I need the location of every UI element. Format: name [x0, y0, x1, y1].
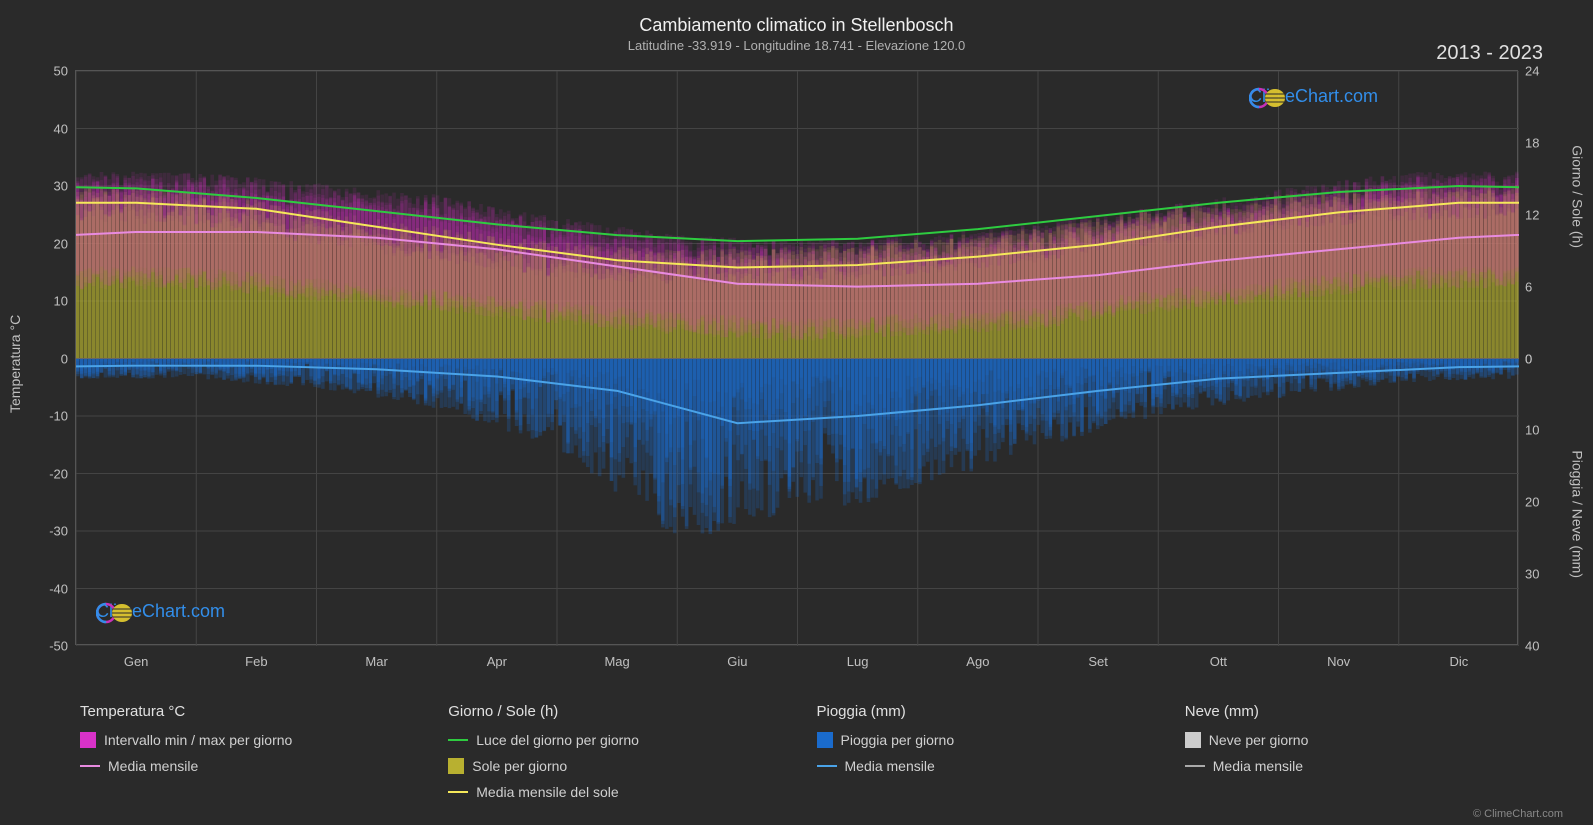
right-y-tick-rain: 40 — [1517, 639, 1539, 654]
right-y-tick-hours: 6 — [1517, 279, 1532, 294]
legend-header-rain: Pioggia (mm) — [817, 703, 1185, 720]
legend-label: Media mensile — [845, 758, 935, 774]
legend-label: Luce del giorno per giorno — [476, 732, 639, 748]
watermark-logo-icon — [1249, 86, 1289, 110]
month-tick: Nov — [1327, 654, 1350, 669]
month-tick: Ott — [1210, 654, 1227, 669]
watermark-logo-icon — [96, 601, 136, 625]
left-y-tick: -50 — [49, 639, 76, 654]
month-tick: Set — [1088, 654, 1108, 669]
month-tick: Mag — [604, 654, 629, 669]
year-range-label: 2013 - 2023 — [1436, 42, 1543, 65]
legend-label: Media mensile del sole — [476, 784, 618, 800]
left-y-tick: 10 — [54, 294, 76, 309]
legend-header-snow: Neve (mm) — [1185, 703, 1553, 720]
daylight-line-icon — [448, 739, 468, 741]
watermark: ClimeChart.com — [1249, 86, 1378, 107]
legend-col-snow: Neve (mm) Neve per giorno Media mensile — [1185, 703, 1553, 810]
legend-item-sun-mean: Media mensile del sole — [448, 784, 816, 800]
legend-label: Neve per giorno — [1209, 732, 1309, 748]
watermark: ClimeChart.com — [96, 601, 225, 622]
legend-item-rain: Pioggia per giorno — [817, 732, 1185, 748]
right-y-tick-hours: 12 — [1517, 207, 1539, 222]
legend-label: Intervallo min / max per giorno — [104, 732, 292, 748]
right-y-tick-rain: 0 — [1517, 351, 1532, 366]
right-y-tick-rain: 20 — [1517, 495, 1539, 510]
legend-item-daylight: Luce del giorno per giorno — [448, 732, 816, 748]
month-tick: Giu — [727, 654, 747, 669]
left-y-tick: 0 — [61, 351, 76, 366]
left-y-axis-label: Temperatura °C — [7, 314, 23, 412]
legend-item-temp-mean: Media mensile — [80, 758, 448, 774]
legend-label: Media mensile — [108, 758, 198, 774]
temp-mean-line-icon — [80, 765, 100, 767]
left-y-tick: -20 — [49, 466, 76, 481]
climate-chart-container: Cambiamento climatico in Stellenbosch La… — [0, 0, 1593, 825]
left-y-tick: 20 — [54, 236, 76, 251]
left-y-tick: 30 — [54, 179, 76, 194]
legend-item-snow-mean: Media mensile — [1185, 758, 1553, 774]
left-y-tick: -30 — [49, 524, 76, 539]
snow-swatch-icon — [1185, 732, 1201, 748]
month-tick: Feb — [245, 654, 267, 669]
sun-swatch-icon — [448, 758, 464, 774]
sun-mean-line-icon — [448, 791, 468, 793]
right-y-axis-bottom-label: Pioggia / Neve (mm) — [1570, 450, 1586, 578]
legend-header-temperature: Temperatura °C — [80, 703, 448, 720]
copyright-text: © ClimeChart.com — [1473, 808, 1563, 820]
chart-plot-area: -50-40-30-20-100102030405006121824010203… — [75, 70, 1518, 645]
left-y-tick: -40 — [49, 581, 76, 596]
legend-item-snow: Neve per giorno — [1185, 732, 1553, 748]
month-tick: Apr — [487, 654, 507, 669]
right-y-tick-rain: 30 — [1517, 567, 1539, 582]
legend: Temperatura °C Intervallo min / max per … — [80, 703, 1553, 810]
temp-range-swatch-icon — [80, 732, 96, 748]
left-y-tick: 40 — [54, 121, 76, 136]
month-tick: Ago — [966, 654, 989, 669]
left-y-tick: 50 — [54, 64, 76, 79]
month-tick: Gen — [124, 654, 149, 669]
snow-mean-line-icon — [1185, 765, 1205, 767]
right-y-tick-hours: 18 — [1517, 135, 1539, 150]
month-tick: Lug — [847, 654, 869, 669]
legend-col-temperature: Temperatura °C Intervallo min / max per … — [80, 703, 448, 810]
legend-header-daylight: Giorno / Sole (h) — [448, 703, 816, 720]
rain-mean-line-icon — [817, 765, 837, 767]
right-y-axis-top-label: Giorno / Sole (h) — [1570, 145, 1586, 248]
legend-col-daylight: Giorno / Sole (h) Luce del giorno per gi… — [448, 703, 816, 810]
chart-subtitle: Latitudine -33.919 - Longitudine 18.741 … — [30, 38, 1563, 53]
legend-label: Pioggia per giorno — [841, 732, 955, 748]
rain-swatch-icon — [817, 732, 833, 748]
month-tick: Mar — [365, 654, 387, 669]
right-y-tick-rain: 10 — [1517, 423, 1539, 438]
legend-col-rain: Pioggia (mm) Pioggia per giorno Media me… — [817, 703, 1185, 810]
legend-label: Media mensile — [1213, 758, 1303, 774]
chart-svg — [76, 71, 1519, 646]
month-tick: Dic — [1449, 654, 1468, 669]
legend-item-temp-range: Intervallo min / max per giorno — [80, 732, 448, 748]
legend-item-rain-mean: Media mensile — [817, 758, 1185, 774]
left-y-tick: -10 — [49, 409, 76, 424]
legend-label: Sole per giorno — [472, 758, 567, 774]
legend-item-sun: Sole per giorno — [448, 758, 816, 774]
chart-title: Cambiamento climatico in Stellenbosch — [30, 15, 1563, 36]
right-y-tick-hours: 24 — [1517, 64, 1539, 79]
